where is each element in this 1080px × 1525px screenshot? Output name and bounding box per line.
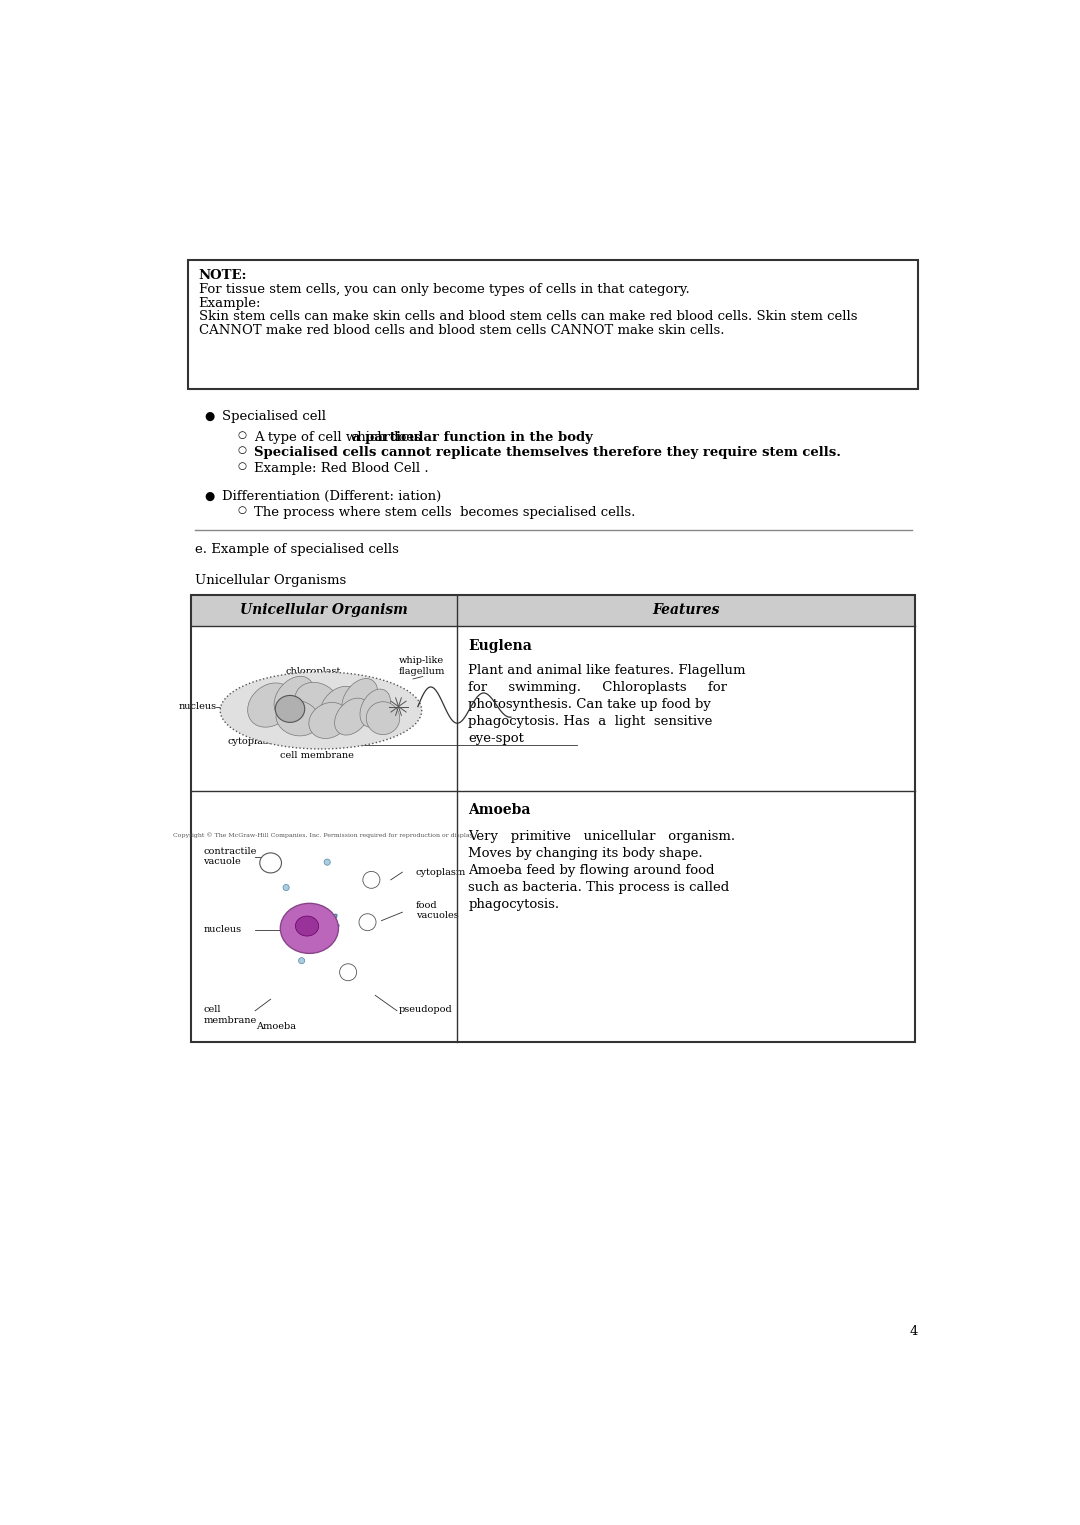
Text: for     swimming.     Chloroplasts     for: for swimming. Chloroplasts for (469, 682, 727, 694)
Text: Copyright © The McGraw-Hill Companies, Inc. Permission required for reproduction: Copyright © The McGraw-Hill Companies, I… (173, 833, 474, 837)
Text: cell membrane: cell membrane (280, 752, 354, 761)
Text: Very   primitive   unicellular   organism.: Very primitive unicellular organism. (469, 830, 735, 843)
Text: cell
membrane: cell membrane (203, 1005, 256, 1025)
Text: A type of cell which does: A type of cell which does (255, 432, 426, 444)
Text: ●: ● (205, 410, 215, 422)
Ellipse shape (320, 686, 361, 727)
Text: Amoeba: Amoeba (469, 802, 530, 817)
Text: cytoplasm: cytoplasm (228, 738, 279, 746)
Ellipse shape (359, 913, 376, 930)
Text: Unicellular Organisms: Unicellular Organisms (195, 573, 347, 587)
Text: For tissue stem cells, you can only become types of cells in that category.: For tissue stem cells, you can only beco… (199, 284, 689, 296)
Ellipse shape (309, 703, 349, 738)
Ellipse shape (260, 852, 282, 872)
Text: ○: ○ (238, 506, 246, 515)
Text: pseudopod: pseudopod (399, 1005, 453, 1014)
Text: photosynthesis. Can take up food by: photosynthesis. Can take up food by (469, 698, 711, 711)
Ellipse shape (298, 958, 305, 964)
Text: nucleus: nucleus (203, 926, 241, 935)
Text: ○: ○ (238, 447, 246, 456)
Text: chloroplast: chloroplast (285, 666, 341, 676)
Ellipse shape (220, 673, 422, 749)
Text: 4: 4 (909, 1325, 918, 1337)
Text: The process where stem cells  becomes specialised cells.: The process where stem cells becomes spe… (255, 506, 636, 520)
FancyBboxPatch shape (191, 595, 916, 625)
Text: a particular function in the body: a particular function in the body (352, 432, 593, 444)
Text: NOTE:: NOTE: (199, 270, 247, 282)
Ellipse shape (296, 917, 319, 936)
Text: Example:: Example: (199, 297, 261, 310)
Text: ●: ● (205, 490, 215, 502)
Text: e. Example of specialised cells: e. Example of specialised cells (195, 543, 400, 557)
Text: Skin stem cells can make skin cells and blood stem cells can make red blood cell: Skin stem cells can make skin cells and … (199, 310, 858, 323)
Text: Moves by changing its body shape.: Moves by changing its body shape. (469, 846, 703, 860)
Ellipse shape (363, 871, 380, 889)
Text: Specialised cell: Specialised cell (221, 410, 326, 422)
Ellipse shape (366, 702, 400, 735)
Ellipse shape (283, 884, 289, 891)
Text: Euglena: Euglena (469, 639, 532, 653)
Ellipse shape (275, 695, 305, 723)
Text: CANNOT make red blood cells and blood stem cells CANNOT make skin cells.: CANNOT make red blood cells and blood st… (199, 323, 724, 337)
Ellipse shape (339, 964, 356, 981)
Text: contractile
vacuole: contractile vacuole (203, 846, 257, 866)
Text: Differentiation (Different: iation): Differentiation (Different: iation) (221, 490, 441, 502)
Text: ○: ○ (238, 432, 246, 439)
FancyBboxPatch shape (188, 259, 918, 389)
Ellipse shape (360, 689, 391, 727)
Ellipse shape (281, 903, 338, 953)
Text: Unicellular Organism: Unicellular Organism (240, 604, 407, 618)
Ellipse shape (276, 700, 320, 737)
Polygon shape (311, 910, 339, 944)
Text: Amoeba: Amoeba (256, 1022, 296, 1031)
Text: Plant and animal like features. Flagellum: Plant and animal like features. Flagellu… (469, 665, 746, 677)
Ellipse shape (247, 683, 294, 727)
Text: Amoeba feed by flowing around food: Amoeba feed by flowing around food (469, 863, 715, 877)
Ellipse shape (274, 676, 313, 718)
Text: Specialised cells cannot replicate themselves therefore they require stem cells.: Specialised cells cannot replicate thems… (255, 447, 841, 459)
Text: ○: ○ (238, 462, 246, 471)
Ellipse shape (324, 859, 330, 865)
Text: food
vacuoles: food vacuoles (416, 901, 458, 921)
Text: Features: Features (652, 604, 719, 618)
Text: Example: Red Blood Cell .: Example: Red Blood Cell . (255, 462, 429, 474)
Text: such as bacteria. This process is called: such as bacteria. This process is called (469, 880, 729, 894)
Ellipse shape (335, 698, 369, 735)
Text: cytoplasm: cytoplasm (416, 868, 465, 877)
Text: nucleus: nucleus (178, 702, 216, 711)
Text: whip-like
flagellum: whip-like flagellum (399, 656, 445, 676)
Text: phagocytosis. Has  a  light  sensitive: phagocytosis. Has a light sensitive (469, 715, 713, 727)
Text: eye-spot: eye-spot (469, 732, 524, 746)
Text: phagocytosis.: phagocytosis. (469, 898, 559, 910)
Ellipse shape (295, 682, 339, 723)
Ellipse shape (342, 679, 378, 720)
